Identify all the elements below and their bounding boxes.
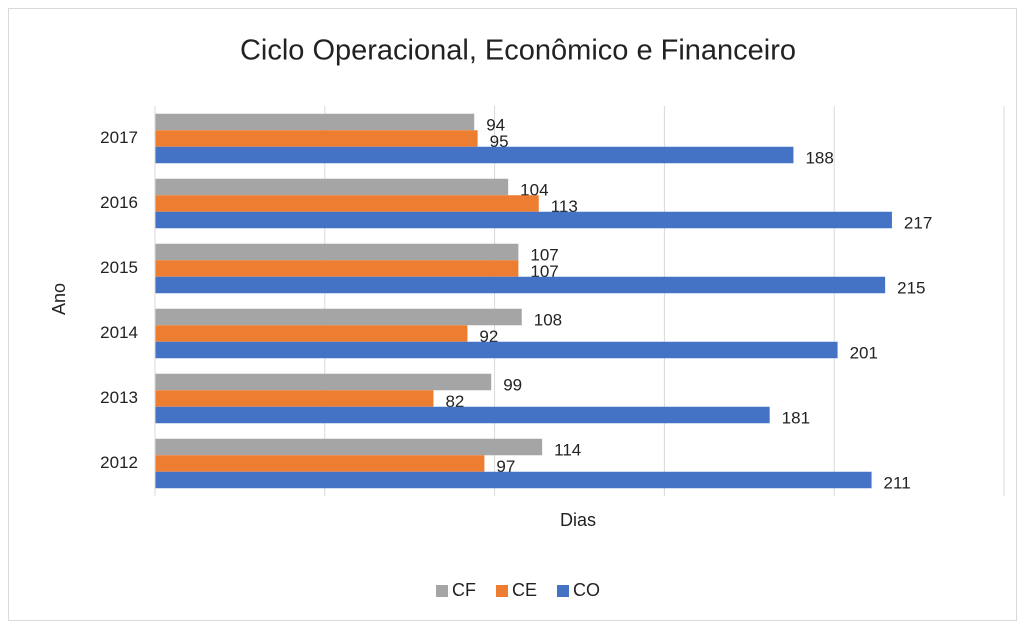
- bar: [155, 178, 509, 196]
- y-tick-label: 2015: [100, 258, 138, 277]
- bar: [155, 438, 543, 456]
- data-label: 211: [884, 473, 911, 492]
- y-tick-label: 2014: [100, 323, 138, 342]
- data-label: 94: [486, 115, 505, 134]
- bar: [155, 211, 892, 229]
- data-label: 97: [496, 457, 515, 476]
- bar: [155, 276, 886, 294]
- x-axis-label: Dias: [560, 510, 596, 530]
- bar: [155, 455, 485, 472]
- bar: [155, 406, 770, 424]
- data-label: 95: [490, 132, 509, 151]
- data-label: 92: [479, 327, 498, 346]
- bar: [155, 373, 492, 391]
- bar: [155, 113, 475, 131]
- data-label: 188: [805, 148, 833, 167]
- legend-label: CO: [573, 580, 600, 600]
- data-label: 82: [445, 392, 464, 411]
- bar: [155, 130, 478, 147]
- bar: [155, 195, 539, 212]
- y-tick-label: 2017: [100, 128, 138, 147]
- bar: [155, 243, 519, 261]
- legend-swatch: [436, 585, 448, 597]
- data-label: 181: [782, 408, 810, 427]
- bar: [155, 260, 519, 277]
- y-tick-label: 2012: [100, 453, 138, 472]
- legend-label: CE: [512, 580, 537, 600]
- data-label: 113: [551, 197, 578, 216]
- data-label: 104: [520, 180, 548, 199]
- legend-swatch: [496, 585, 508, 597]
- data-label: 108: [534, 310, 562, 329]
- bar: [155, 308, 522, 326]
- legend-label: CF: [452, 580, 476, 600]
- bar: [155, 471, 872, 489]
- bar: [155, 390, 434, 407]
- bar: [155, 146, 794, 164]
- y-tick-label: 2013: [100, 388, 138, 407]
- legend-swatch: [557, 585, 570, 597]
- data-label: 215: [897, 278, 925, 297]
- data-label: 99: [503, 375, 522, 394]
- chart-title: Ciclo Operacional, Econômico e Financeir…: [240, 35, 796, 67]
- data-label: 217: [904, 213, 932, 232]
- bar: [155, 341, 838, 359]
- y-tick-label: 2016: [100, 193, 138, 212]
- data-label: 107: [530, 245, 558, 264]
- bar: [155, 325, 468, 342]
- data-label: 201: [850, 343, 878, 362]
- data-label: 107: [530, 262, 558, 281]
- data-label: 114: [554, 440, 581, 459]
- y-axis-label: Ano: [49, 283, 69, 315]
